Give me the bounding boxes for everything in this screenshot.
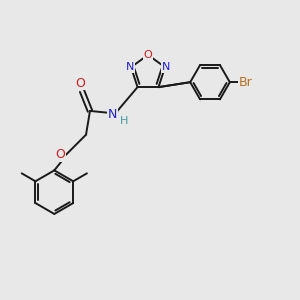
Text: Br: Br [239,76,253,89]
Text: O: O [55,148,65,161]
Text: N: N [108,108,118,122]
Text: N: N [162,62,170,72]
Text: O: O [75,77,85,90]
Text: N: N [126,62,134,72]
Text: O: O [144,50,152,60]
Text: H: H [119,116,128,126]
